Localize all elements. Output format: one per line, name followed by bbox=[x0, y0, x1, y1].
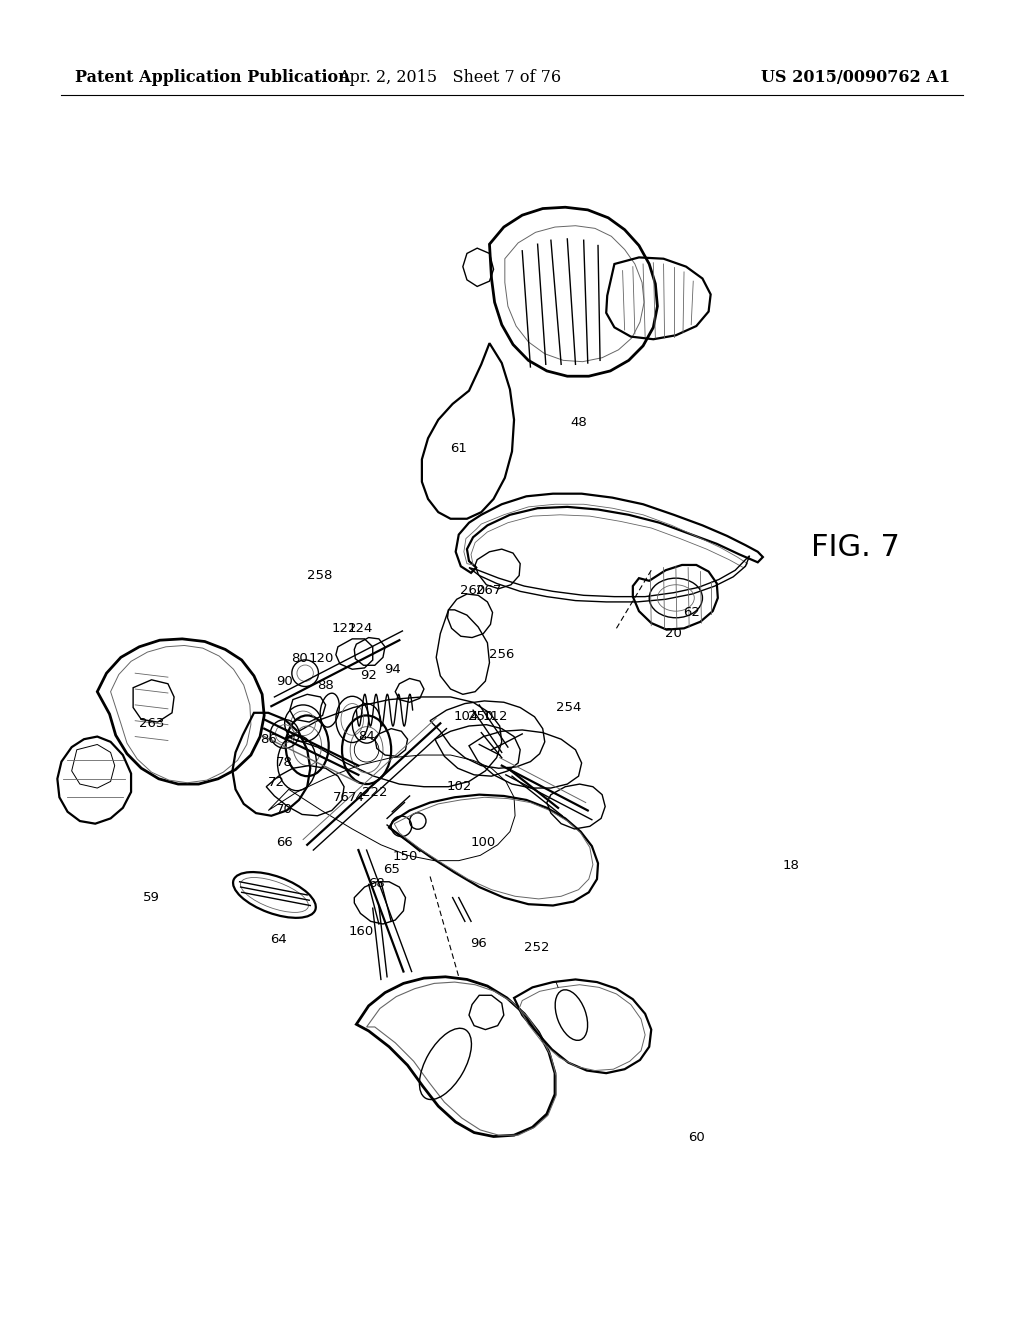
Text: 122: 122 bbox=[332, 622, 356, 635]
Text: 84: 84 bbox=[358, 730, 375, 743]
Text: 62: 62 bbox=[683, 606, 699, 619]
Text: 59: 59 bbox=[143, 891, 160, 904]
Text: 160: 160 bbox=[349, 925, 374, 939]
Text: 260: 260 bbox=[461, 583, 485, 597]
Text: 124: 124 bbox=[348, 622, 373, 635]
Text: 18: 18 bbox=[782, 859, 799, 873]
Text: 250: 250 bbox=[468, 710, 493, 723]
Text: 65: 65 bbox=[383, 863, 399, 876]
Text: 222: 222 bbox=[362, 785, 387, 799]
Text: Apr. 2, 2015   Sheet 7 of 76: Apr. 2, 2015 Sheet 7 of 76 bbox=[339, 70, 561, 87]
Text: 254: 254 bbox=[556, 701, 581, 714]
Text: 78: 78 bbox=[276, 756, 293, 770]
Text: 61: 61 bbox=[451, 442, 467, 455]
Text: 102: 102 bbox=[446, 780, 471, 793]
Text: FIG. 7: FIG. 7 bbox=[811, 533, 899, 562]
Text: 70: 70 bbox=[276, 803, 293, 816]
Text: 66: 66 bbox=[276, 836, 293, 849]
Text: 258: 258 bbox=[307, 569, 332, 582]
Text: 60: 60 bbox=[688, 1131, 705, 1144]
Text: 86: 86 bbox=[260, 733, 276, 746]
Text: 150: 150 bbox=[393, 850, 418, 863]
Text: 112: 112 bbox=[483, 710, 508, 723]
Text: 74: 74 bbox=[348, 791, 365, 804]
Text: 20: 20 bbox=[666, 627, 682, 640]
Text: 252: 252 bbox=[524, 941, 549, 954]
Text: 120: 120 bbox=[309, 652, 334, 665]
Text: 256: 256 bbox=[489, 648, 514, 661]
Text: 88: 88 bbox=[317, 678, 334, 692]
Text: 80: 80 bbox=[291, 652, 307, 665]
Text: 96: 96 bbox=[470, 937, 486, 950]
Text: 48: 48 bbox=[570, 416, 587, 429]
Text: 90: 90 bbox=[276, 675, 293, 688]
Text: Patent Application Publication: Patent Application Publication bbox=[75, 70, 350, 87]
Text: 72: 72 bbox=[268, 776, 285, 789]
Text: 64: 64 bbox=[270, 933, 287, 946]
Text: 76: 76 bbox=[333, 791, 349, 804]
Text: 104: 104 bbox=[454, 710, 478, 723]
Text: 263: 263 bbox=[139, 717, 164, 730]
Text: 92: 92 bbox=[360, 669, 377, 682]
Text: 68: 68 bbox=[369, 876, 385, 890]
Text: 100: 100 bbox=[471, 836, 496, 849]
Text: 94: 94 bbox=[384, 663, 400, 676]
Text: 267: 267 bbox=[476, 583, 501, 597]
Text: US 2015/0090762 A1: US 2015/0090762 A1 bbox=[761, 70, 950, 87]
